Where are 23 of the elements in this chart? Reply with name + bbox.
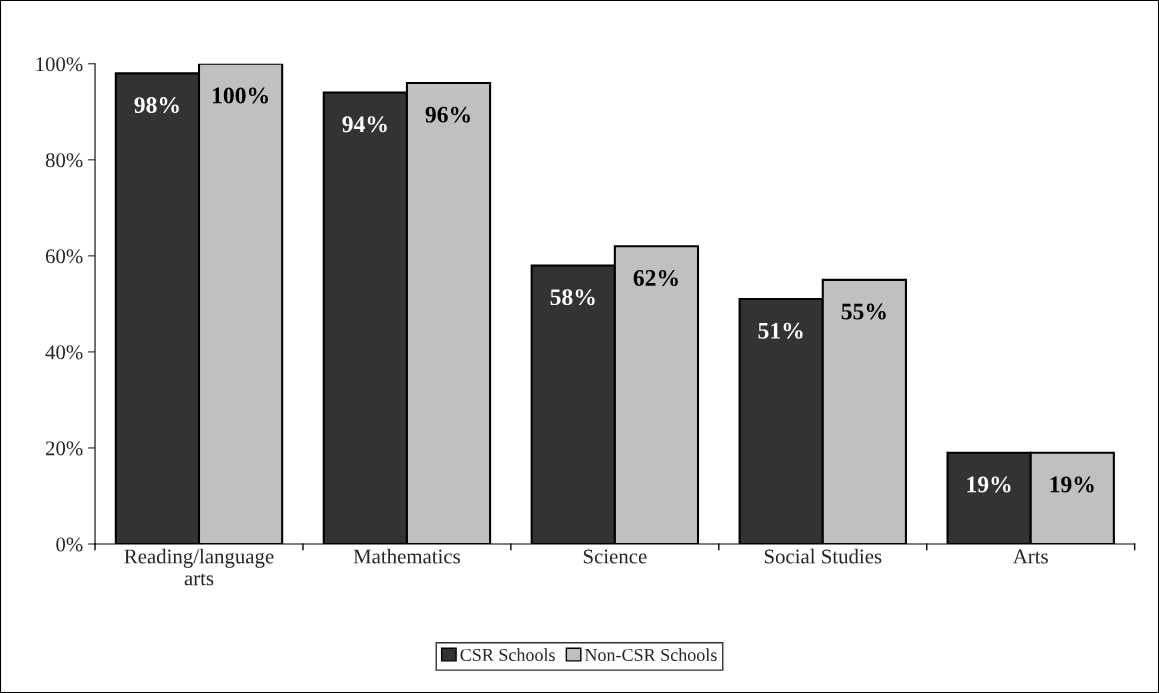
x-tick-label: Reading/language arts bbox=[124, 548, 274, 586]
data-label: 51% bbox=[758, 322, 803, 339]
legend-label: CSR Schools bbox=[460, 648, 555, 662]
data-label: 62% bbox=[633, 269, 678, 286]
data-label: 96% bbox=[425, 106, 470, 123]
legend-label: Non-CSR Schools bbox=[584, 648, 717, 662]
data-label: 94% bbox=[342, 116, 387, 133]
y-tick-label: 20% bbox=[45, 441, 83, 456]
y-tick-label: 80% bbox=[45, 153, 83, 168]
x-tick-label: Mathematics bbox=[353, 548, 460, 564]
y-tick-label: 40% bbox=[45, 345, 83, 360]
data-label: 55% bbox=[841, 303, 886, 320]
x-tick-label: Arts bbox=[1012, 549, 1048, 564]
x-tick-label: Science bbox=[583, 549, 647, 564]
y-tick-label: 0% bbox=[56, 537, 83, 552]
data-label: 100% bbox=[212, 87, 268, 104]
y-tick-label: 100% bbox=[36, 57, 83, 72]
x-tick-label: Social Studies bbox=[764, 548, 882, 564]
data-label: 98% bbox=[134, 97, 179, 114]
data-label: 19% bbox=[1050, 476, 1094, 493]
data-label: 19% bbox=[967, 476, 1011, 493]
data-label: 58% bbox=[550, 289, 595, 306]
y-tick-label: 60% bbox=[45, 249, 83, 264]
